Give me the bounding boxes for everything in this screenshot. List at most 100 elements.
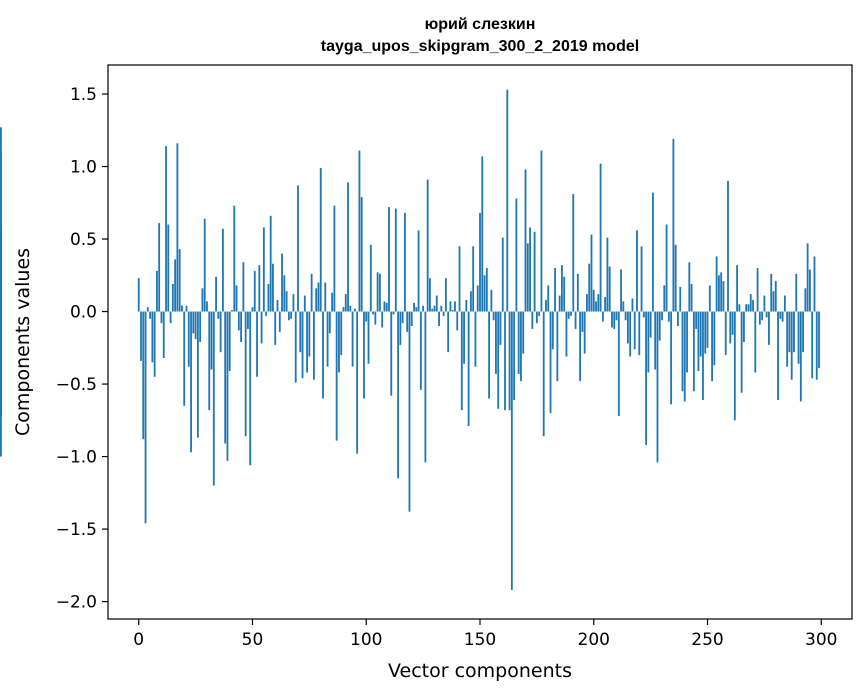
- bar: [449, 301, 452, 312]
- bar: [344, 294, 347, 312]
- bar: [761, 311, 764, 321]
- bar: [554, 268, 556, 312]
- bar: [201, 288, 204, 312]
- bar: [740, 311, 743, 393]
- bar: [410, 311, 413, 327]
- bar: [479, 212, 481, 312]
- bar: [140, 311, 142, 361]
- bar: [547, 285, 550, 312]
- bar: [633, 311, 636, 350]
- bar: [556, 311, 559, 382]
- bar: [308, 311, 311, 357]
- bar: [267, 283, 270, 312]
- bar: [342, 307, 345, 312]
- bar: [565, 311, 568, 357]
- bar: [531, 311, 534, 329]
- bar: [504, 311, 506, 411]
- bar: [526, 243, 529, 312]
- bar: [219, 311, 222, 353]
- bar: [590, 234, 593, 312]
- bar: [681, 311, 684, 392]
- bar: [777, 311, 779, 401]
- bar: [652, 192, 654, 312]
- bar: [208, 311, 211, 411]
- bar: [438, 311, 440, 327]
- bar: [190, 311, 192, 453]
- y-axis-ticks: 1.5 1.0 0.5 0.0 −0.5 −1.0 −1.5 −2.0: [56, 85, 108, 613]
- bar: [221, 228, 224, 312]
- bar: [369, 244, 372, 312]
- bar: [617, 311, 620, 416]
- bar: [679, 286, 682, 312]
- bar: [144, 311, 147, 524]
- y-tick-label: 1.5: [70, 85, 97, 105]
- bar: [374, 311, 377, 325]
- bar: [711, 311, 713, 382]
- bar: [228, 311, 231, 371]
- bar: [146, 307, 149, 312]
- bar: [433, 305, 436, 312]
- bar: [367, 311, 370, 364]
- bar: [360, 196, 363, 312]
- bar: [0, 311, 2, 318]
- bar: [340, 311, 343, 356]
- bar: [708, 285, 711, 312]
- bar: [727, 181, 729, 312]
- bar: [790, 311, 793, 380]
- bar: [674, 244, 677, 312]
- bar: [474, 311, 477, 367]
- bar: [661, 311, 663, 321]
- bar: [465, 299, 468, 312]
- bar: [256, 311, 258, 377]
- bar: [476, 285, 479, 312]
- bar: [278, 311, 281, 332]
- bar: [802, 311, 804, 353]
- bar: [326, 311, 329, 367]
- bar: [454, 301, 456, 312]
- bar: [567, 311, 570, 319]
- bar: [388, 207, 390, 312]
- bar: [722, 281, 725, 312]
- bar: [258, 265, 261, 312]
- x-axis-label: Vector components: [388, 660, 572, 682]
- bar: [310, 273, 313, 312]
- bar: [513, 311, 516, 401]
- bar: [665, 224, 668, 312]
- bar: [215, 276, 217, 312]
- bar: [429, 278, 431, 312]
- bar: [765, 311, 768, 318]
- bar: [469, 291, 472, 312]
- bar: [670, 311, 673, 405]
- bar: [599, 163, 602, 312]
- bar: [265, 311, 268, 316]
- bar: [745, 304, 748, 312]
- bar: [240, 311, 243, 342]
- bar: [353, 308, 356, 312]
- bar: [196, 311, 199, 438]
- bar: [535, 311, 538, 324]
- bar: [176, 143, 179, 312]
- bar: [260, 311, 263, 344]
- bar: [642, 311, 645, 318]
- bar: [772, 291, 775, 312]
- bar: [199, 311, 202, 342]
- x-axis-ticks: 0 50 100 150 200 250 300: [133, 619, 838, 650]
- bar: [608, 266, 611, 312]
- bar: [770, 273, 773, 312]
- bar: [686, 311, 688, 373]
- bar: [294, 311, 297, 383]
- bars-group: [0, 89, 820, 590]
- bar: [574, 311, 577, 329]
- bar: [303, 295, 306, 312]
- bar: [724, 311, 727, 356]
- bar: [247, 311, 249, 329]
- bar: [435, 295, 438, 312]
- bar: [306, 311, 308, 373]
- bar: [356, 311, 359, 454]
- bar: [497, 311, 500, 409]
- bar: [276, 299, 279, 312]
- bar: [658, 311, 661, 341]
- bar: [499, 311, 502, 345]
- x-tick-label: 200: [578, 630, 610, 650]
- bar: [440, 305, 443, 312]
